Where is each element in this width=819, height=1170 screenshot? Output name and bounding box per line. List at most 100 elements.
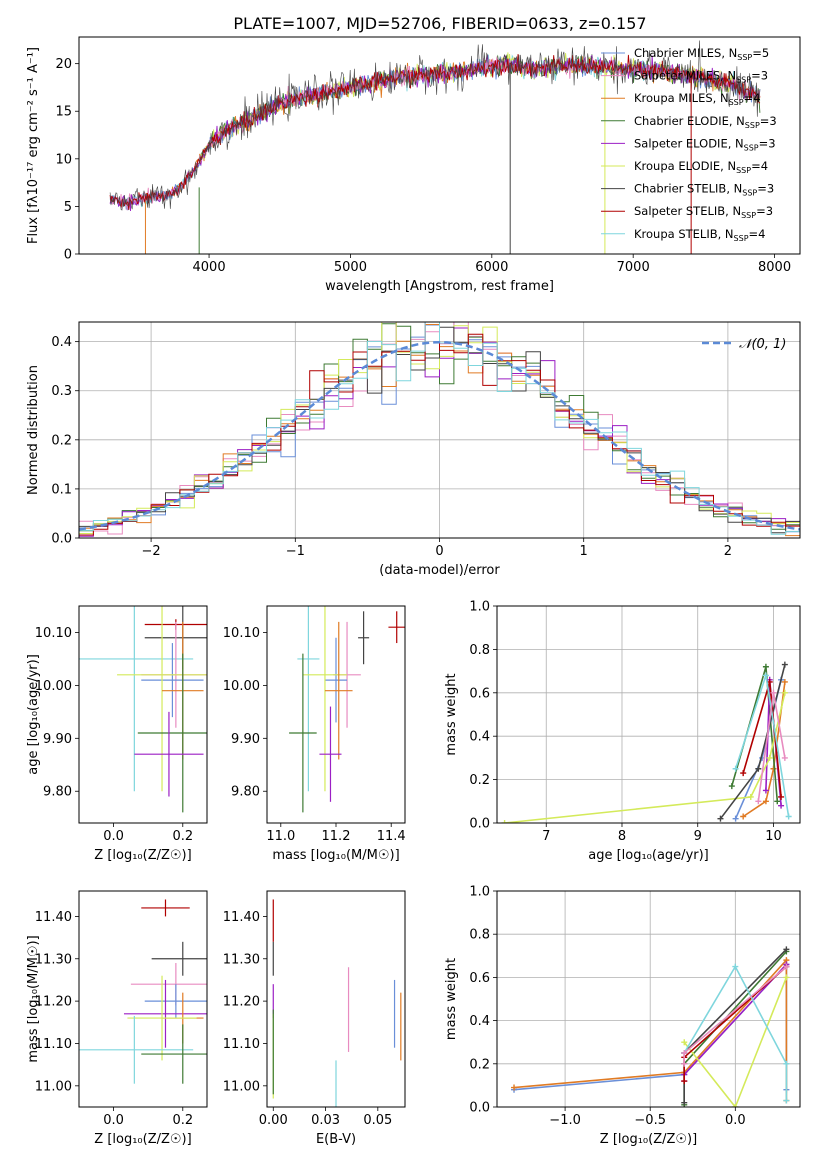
legend-model-name: Chabrier ELODIE [634,114,729,128]
x-axis-label: Z [log₁₀(Z/Z☉)] [94,1132,191,1147]
x-axis-label: E(B-V) [316,1132,356,1147]
errorbar-point [137,653,207,813]
plot-area-mass-age [289,606,405,813]
weight-marker [762,787,769,794]
x-tick-label: 0.0 [725,1113,746,1128]
weight-marker [755,798,762,805]
spectrum-line [109,54,761,210]
panel-z-mass: 0.0 0.2 11.00 11.10 11.20 11.30 11.40 Z [log₁₀(… [26,890,208,1147]
plot-area-z-age [79,606,207,813]
legend-nssp: 3 [768,136,775,150]
x-axis-label: wavelength [Angstrom, rest frame] [325,279,554,294]
legend-nssp: 4 [758,227,765,241]
weight-marker [747,793,754,800]
figure-title: PLATE=1007, MJD=52706, FIBERID=0633, z=0… [233,14,646,33]
weight-marker [681,1050,688,1056]
residual-histogram [79,326,800,534]
x-tick-label: 2 [724,544,732,559]
y-tick-label: 9.90 [231,732,260,747]
panel-weight-z: −1.0 −0.5 0.0 0.0 0.2 0.4 0.6 0.8 1.0 Z [log₁₀(Z/… [444,885,801,1147]
panel-mass-age: 11.0 11.2 11.4 9.80 9.90 10.00 10.10 mass [log₁… [223,605,406,863]
weight-series-line [513,958,788,1101]
weight-marker [783,946,790,953]
legend-nssp: 3 [769,114,776,128]
plot-area-spectrum [109,40,761,254]
x-tick-label: 0.2 [172,1113,193,1128]
legend-model-name: Kroupa STELIB [634,227,718,241]
weight-marker [783,974,790,981]
weight-marker [781,678,788,685]
plot-area-weight-age [497,606,800,823]
panel-residuals: −2 −1 0 1 2 0.0 0.1 0.2 0.3 0.4 (data-model)/error… [26,321,801,578]
errorbar-point [127,975,197,1061]
weight-marker [732,815,739,822]
residual-histogram [79,322,800,536]
y-axis-label: Normed distribution [26,365,41,495]
legend-entry: 𝒩(0, 1) [739,337,786,352]
y-tick-label: 0.4 [51,335,72,350]
x-tick-label: 11.2 [322,829,351,844]
spectrum-legend: Chabrier MILES, NSSP=5 Salpeter MILES, NS… [601,46,777,243]
legend-nssp: 4 [753,91,760,105]
legend-model-name: Salpeter STELIB [634,204,725,218]
legend-model-name: Kroupa ELODIE [634,159,720,173]
y-tick-label: 0.0 [469,1101,490,1116]
weight-marker [783,1097,790,1104]
errorbar-point [141,899,190,917]
errorbar-point [151,941,207,976]
x-tick-label: 0 [435,544,443,559]
plot-area-ebv-mass [272,899,402,1107]
y-tick-label: 5 [64,200,72,215]
legend-entry: Salpeter MILES, NSSP=3 [634,69,768,85]
errorbar-point [324,637,348,723]
y-tick-label: 11.30 [223,952,260,967]
y-tick-label: 11.20 [223,995,260,1010]
x-axis-label: (data-model)/error [379,563,500,578]
y-tick-label: 10 [55,152,72,167]
y-tick-label: 0.1 [51,482,72,497]
legend-model-name: Kroupa MILES [634,91,713,105]
y-tick-label: 0.6 [469,971,490,986]
legend-model-name: Salpeter ELODIE [634,136,728,150]
errorbar-point [117,606,207,792]
x-axis-label: age [log₁₀(age/yr)] [588,848,709,863]
normal-reference-curve [79,340,800,531]
plot-area-residuals [79,322,800,538]
weight-marker [783,963,790,970]
y-tick-label: 11.10 [35,1037,72,1052]
weight-marker [762,672,769,679]
x-tick-label: 0.03 [311,1113,340,1128]
x-tick-label: 8 [618,829,626,844]
errorbar-point [141,643,204,718]
weight-marker [681,1099,688,1106]
y-tick-label: 11.40 [35,910,72,925]
x-tick-label: 7000 [617,260,650,275]
y-tick-label: 10.00 [35,679,72,694]
y-axis-label: age [log₁₀(age/yr)] [26,654,41,775]
weight-marker [774,798,781,805]
weight-marker [732,765,739,772]
errorbar-point [141,1024,207,1084]
y-tick-label: 0 [64,248,72,263]
y-tick-label: 0.0 [469,817,490,832]
weight-marker [740,813,747,820]
weight-marker [732,1104,739,1107]
x-tick-label: 10 [765,829,782,844]
panel-spectrum: 4000 5000 6000 7000 8000 0 5 10 15 20 wavelength [… [26,36,801,294]
y-axis-label: mass weight [444,673,459,755]
legend-entry: Salpeter STELIB, NSSP=3 [634,204,773,220]
errorbar-point [297,606,320,792]
axes-frame [266,890,406,1108]
y-tick-label: 15 [55,105,72,120]
axes-frame [78,321,801,539]
axes-frame [266,605,406,824]
legend-entry: Kroupa ELODIE, NSSP=4 [634,159,768,175]
legend-model-name: Chabrier STELIB [634,182,726,196]
weight-marker [740,770,747,777]
errorbar-point [134,711,204,797]
y-tick-label: 11.00 [35,1079,72,1094]
y-tick-label: 0.4 [469,730,490,745]
y-tick-label: 9.80 [231,785,260,800]
weight-series-line [504,692,786,823]
weight-marker [728,783,735,790]
